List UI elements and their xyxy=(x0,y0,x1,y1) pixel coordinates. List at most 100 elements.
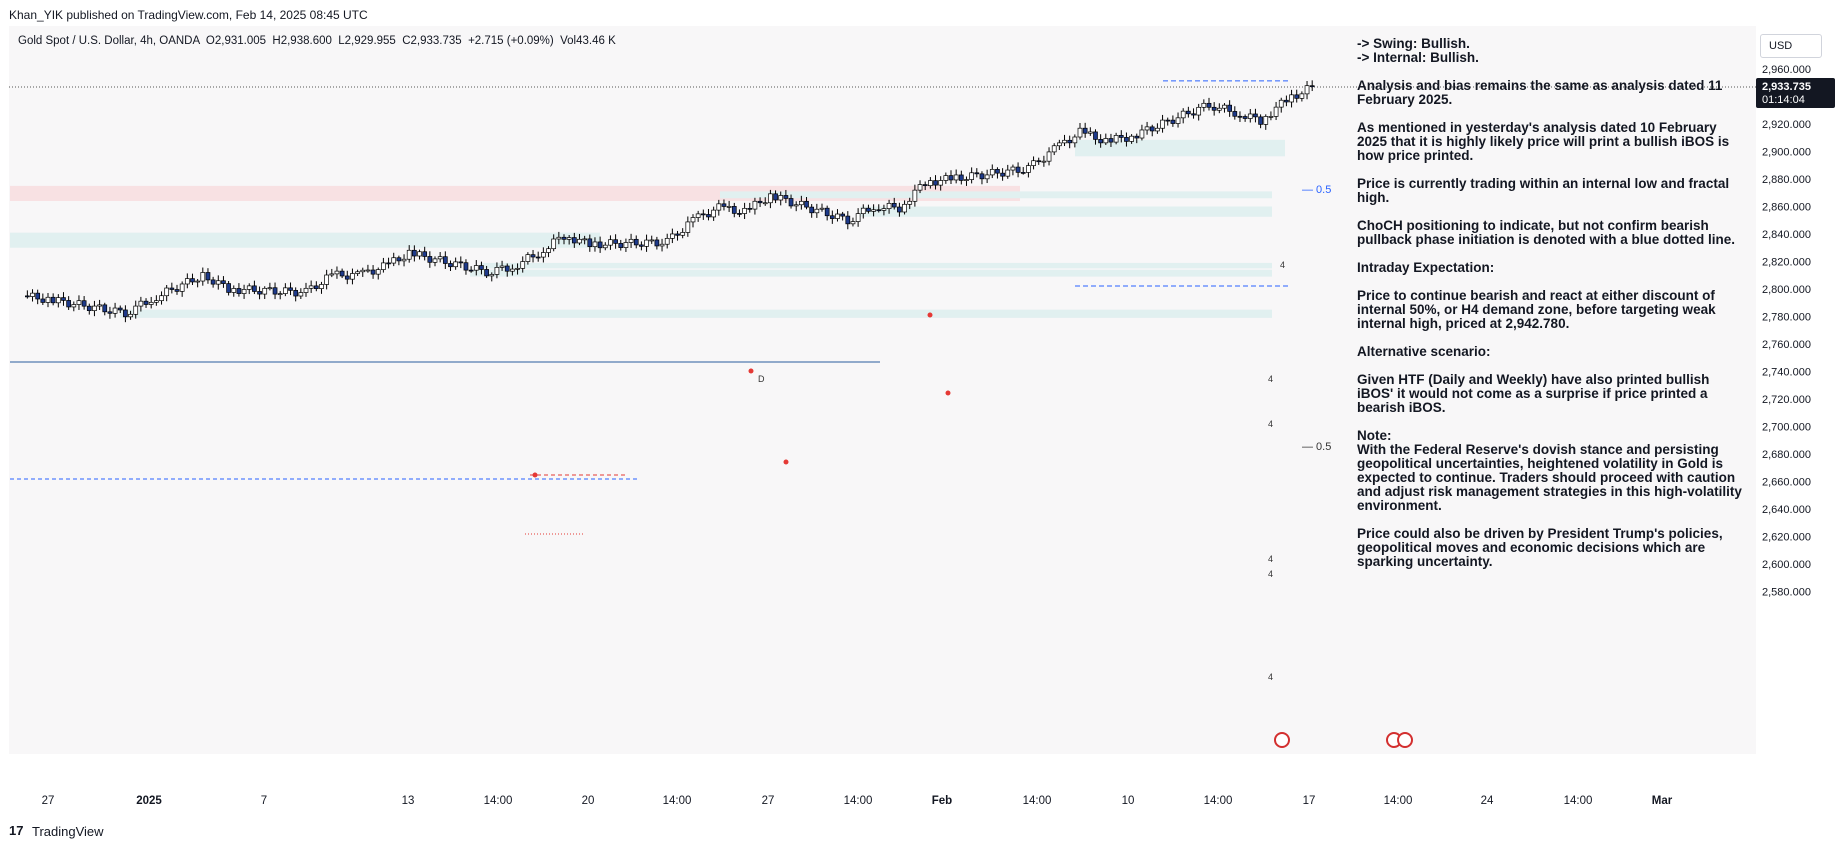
candle-body xyxy=(964,179,969,181)
candle-body xyxy=(747,207,753,210)
candle-body xyxy=(422,251,428,257)
analysis-paragraph: Analysis and bias remains the same as an… xyxy=(1357,78,1723,107)
price-axis[interactable] xyxy=(1756,26,1835,754)
candle-body xyxy=(680,232,686,236)
candle-body xyxy=(169,287,175,290)
economic-event-icon xyxy=(1397,732,1413,748)
candle-body xyxy=(1222,104,1227,109)
candle-body xyxy=(143,300,149,305)
analysis-paragraph: Price could also be driven by President … xyxy=(1357,526,1723,569)
candle-body xyxy=(912,189,918,202)
price-tick-label: 2,740.000 xyxy=(1762,367,1811,379)
candle-body xyxy=(525,254,531,262)
candle-body xyxy=(468,269,474,272)
candle-body xyxy=(1201,102,1207,108)
candle-body xyxy=(308,285,314,289)
candle-body xyxy=(117,307,123,311)
swing-marker xyxy=(532,472,538,478)
candle-body xyxy=(484,269,489,277)
candle-body xyxy=(148,301,154,305)
time-tick-label: 14:00 xyxy=(484,795,513,807)
candle-body xyxy=(86,305,92,312)
candle-body xyxy=(50,296,56,304)
candle-body xyxy=(675,233,680,236)
candle-body xyxy=(664,238,670,245)
candle-body xyxy=(1309,85,1315,88)
currency-button[interactable]: USD xyxy=(1760,34,1822,58)
candle-body xyxy=(556,236,562,240)
candle-body xyxy=(1253,113,1258,118)
candle-body xyxy=(1036,160,1042,163)
candle-body xyxy=(437,256,443,260)
countdown-label: 01:14:04 xyxy=(1762,94,1805,106)
candle-body xyxy=(241,289,247,294)
candle-body xyxy=(850,221,856,225)
analysis-paragraph: Price to continue bearish and react at e… xyxy=(1357,288,1716,331)
candle-body xyxy=(840,213,845,217)
time-tick-label: 14:00 xyxy=(1023,795,1052,807)
candle-body xyxy=(752,200,758,210)
economic-event-icon xyxy=(1274,732,1290,748)
candle-body xyxy=(685,221,691,233)
candle-body xyxy=(334,270,340,275)
candle-body xyxy=(107,311,113,314)
candle-body xyxy=(272,287,278,295)
price-tick-label: 2,600.000 xyxy=(1762,559,1811,571)
candle-body xyxy=(1015,166,1021,173)
candle-body xyxy=(520,261,526,269)
candle-body xyxy=(731,206,737,214)
time-tick-label: 13 xyxy=(402,795,415,807)
candle-body xyxy=(298,292,304,297)
candle-body xyxy=(690,217,696,223)
time-tick-label: 10 xyxy=(1122,795,1135,807)
candle-body xyxy=(768,193,773,204)
analysis-paragraph: Alternative scenario: xyxy=(1357,344,1491,359)
candle-body xyxy=(1031,160,1036,166)
zone-label: 4 xyxy=(1268,569,1273,579)
time-tick-label: 27 xyxy=(42,795,55,807)
symbol-info[interactable]: Gold Spot / U.S. Dollar, 4h, OANDA O2,93… xyxy=(18,35,616,47)
brand-label[interactable]: TradingView xyxy=(32,824,104,839)
candle-body xyxy=(866,207,871,212)
candle-body xyxy=(700,213,706,216)
candle-body xyxy=(706,214,711,218)
d-label: D xyxy=(758,374,765,384)
candle-body xyxy=(958,174,964,181)
candle-body xyxy=(71,304,77,308)
candle-body xyxy=(628,238,634,243)
candle-body xyxy=(257,291,262,295)
candle-body xyxy=(1057,142,1062,147)
time-tick-label: 14:00 xyxy=(1384,795,1413,807)
candle-body xyxy=(159,295,164,302)
candle-body xyxy=(1186,110,1191,115)
candle-body xyxy=(571,237,577,244)
candle-body xyxy=(587,238,593,248)
candle-body xyxy=(267,287,273,290)
candle-body xyxy=(819,207,825,210)
chart-pane[interactable] xyxy=(9,26,1756,754)
candle-body xyxy=(236,288,242,294)
tradingview-logo-icon[interactable]: 17 xyxy=(9,823,24,838)
demand-zone xyxy=(860,206,1272,217)
candle-body xyxy=(355,271,360,274)
candle-body xyxy=(319,284,324,289)
candle-body xyxy=(231,288,237,293)
time-tick-label: 14:00 xyxy=(844,795,873,807)
candle-body xyxy=(375,269,381,275)
candle-body xyxy=(1155,127,1160,132)
candle-body xyxy=(1067,139,1073,144)
candle-body xyxy=(55,297,61,304)
time-axis[interactable] xyxy=(9,754,1835,814)
candle-body xyxy=(396,257,402,262)
price-tick-label: 2,900.000 xyxy=(1762,147,1811,159)
candle-body xyxy=(788,198,794,207)
time-tick-label: 17 xyxy=(1303,795,1316,807)
zone-label: 4 xyxy=(1268,374,1273,384)
time-tick-label: 14:00 xyxy=(663,795,692,807)
candle-body xyxy=(742,207,747,214)
candle-body xyxy=(1072,136,1078,144)
candle-body xyxy=(1005,169,1011,177)
analysis-text-box: -> Swing: Bullish. -> Internal: Bullish.… xyxy=(1357,37,1742,583)
candle-body xyxy=(195,280,200,283)
